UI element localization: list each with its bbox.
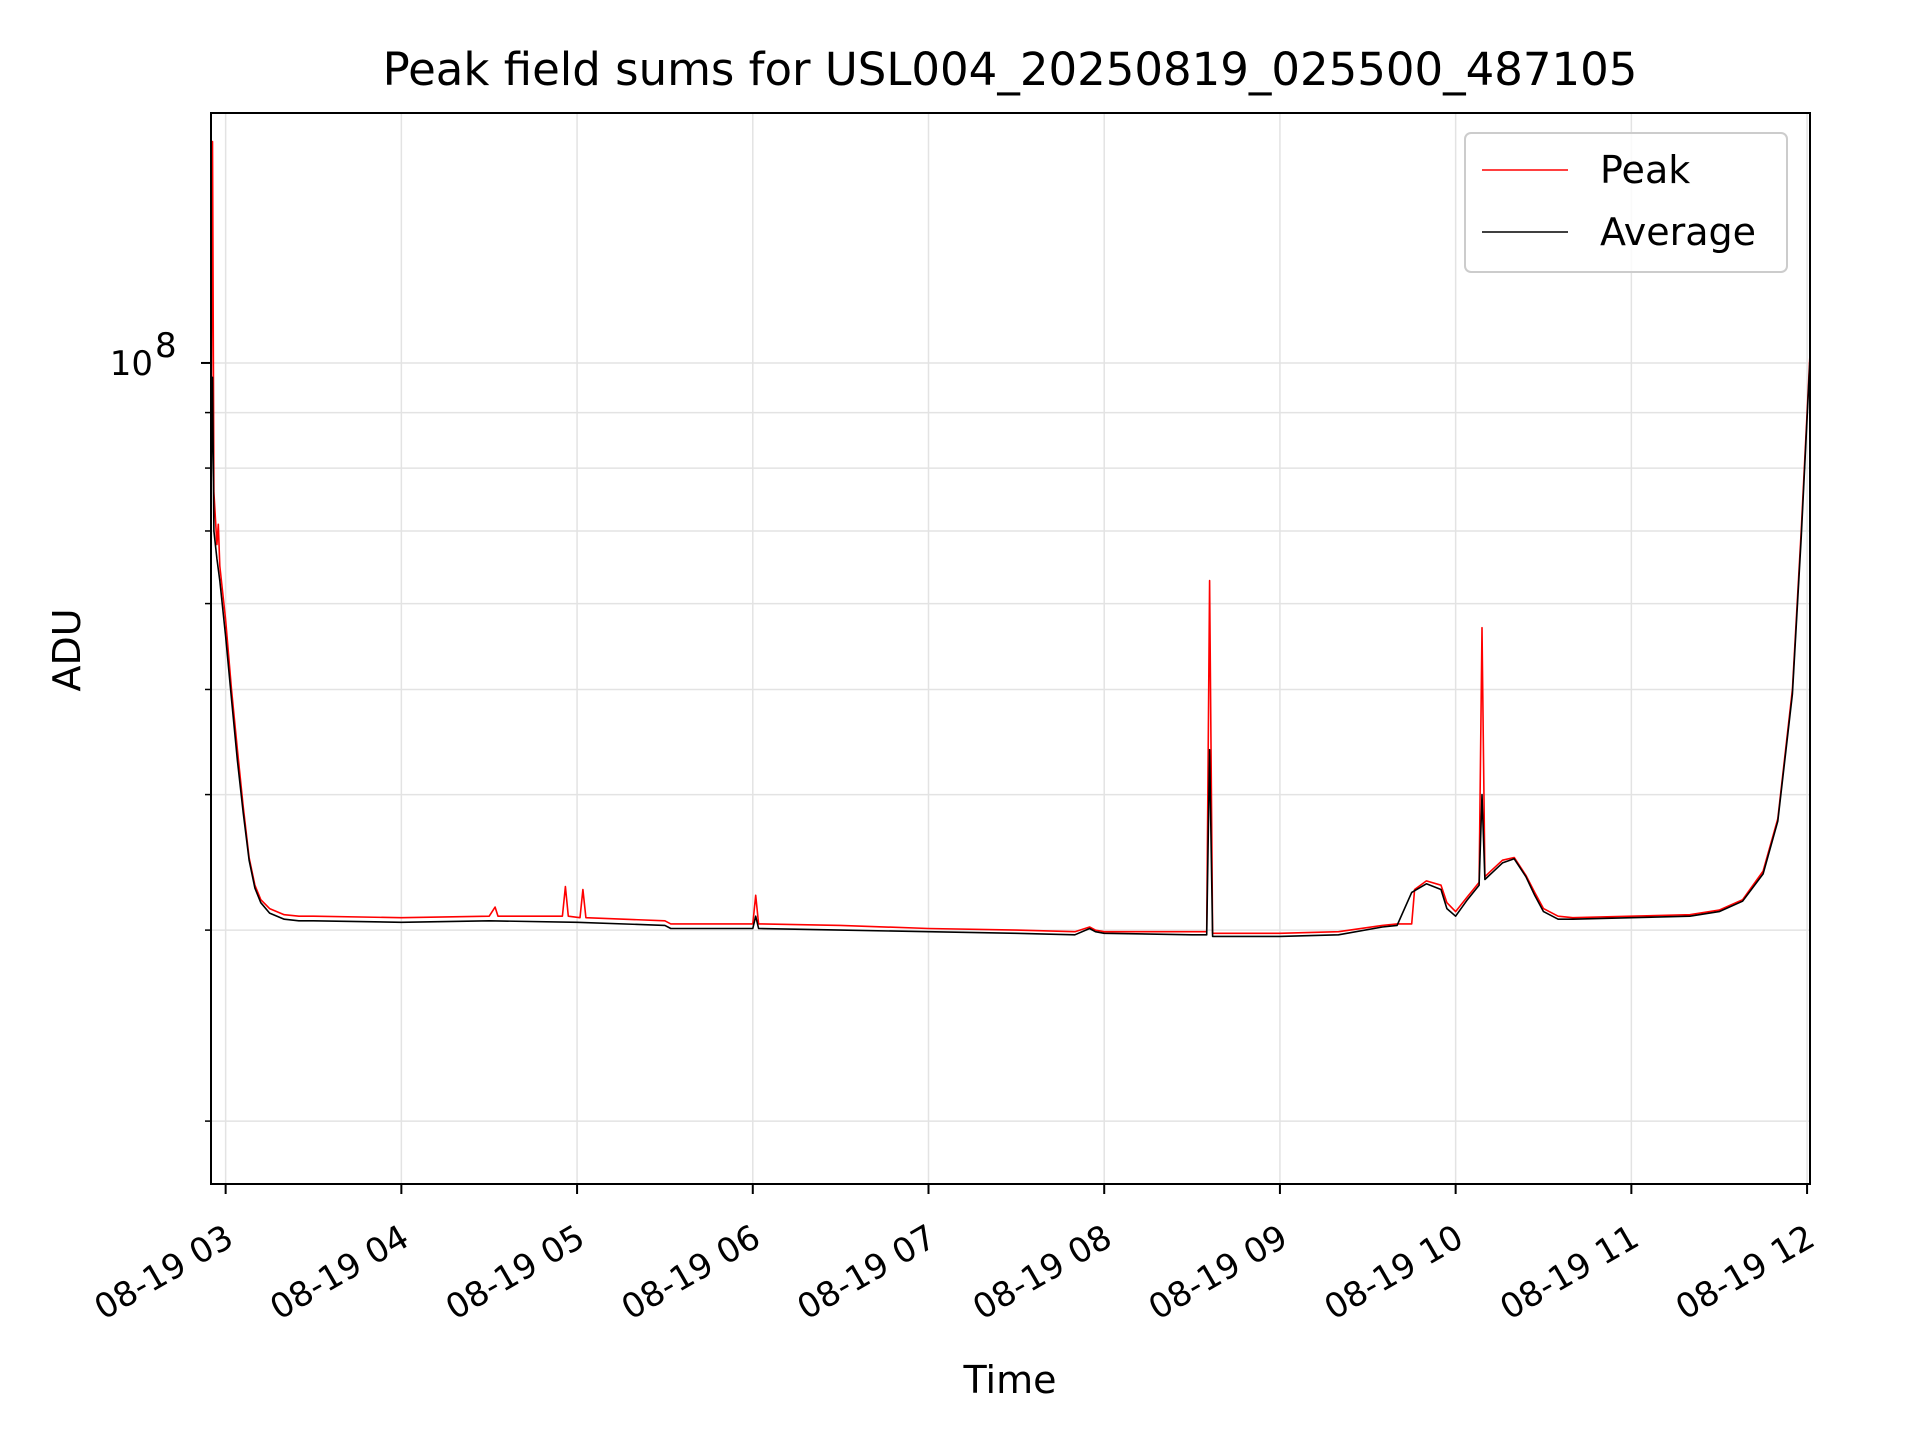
y-tick-label-exponent: 8 <box>155 326 177 366</box>
legend-label-average: Average <box>1600 210 1756 254</box>
y-axis: 10 8 <box>110 326 211 1122</box>
x-tick-label: 08-19 11 <box>1493 1217 1645 1328</box>
x-tick-label: 08-19 04 <box>263 1217 415 1328</box>
x-tick-label: 08-19 05 <box>439 1217 591 1328</box>
x-tick-label: 08-19 07 <box>791 1217 943 1328</box>
legend-label-peak: Peak <box>1600 148 1690 192</box>
x-tick-label: 08-19 08 <box>966 1217 1118 1328</box>
y-tick-label: 10 <box>110 344 153 384</box>
x-tick-label: 08-19 09 <box>1142 1217 1294 1328</box>
x-tick-label: 08-19 12 <box>1669 1217 1821 1328</box>
x-axis-label: Time <box>963 1358 1057 1402</box>
plot-frame <box>210 112 1811 1185</box>
legend: Peak Average <box>1464 132 1788 273</box>
x-tick-label: 08-19 03 <box>88 1217 240 1328</box>
chart-title: Peak field sums for USL004_20250819_0255… <box>383 43 1638 96</box>
y-axis-label: ADU <box>45 608 89 691</box>
series-layer <box>210 140 1811 938</box>
series-line-average <box>210 358 1811 938</box>
x-axis: 08-19 03 08-19 04 08-19 05 08-19 06 08-19 07… <box>88 1184 1822 1328</box>
x-tick-label: 08-19 10 <box>1318 1217 1470 1328</box>
legend-box <box>1464 132 1788 273</box>
grid <box>211 113 1810 1184</box>
series-line-peak <box>210 140 1811 935</box>
x-tick-label: 08-19 06 <box>615 1217 767 1328</box>
